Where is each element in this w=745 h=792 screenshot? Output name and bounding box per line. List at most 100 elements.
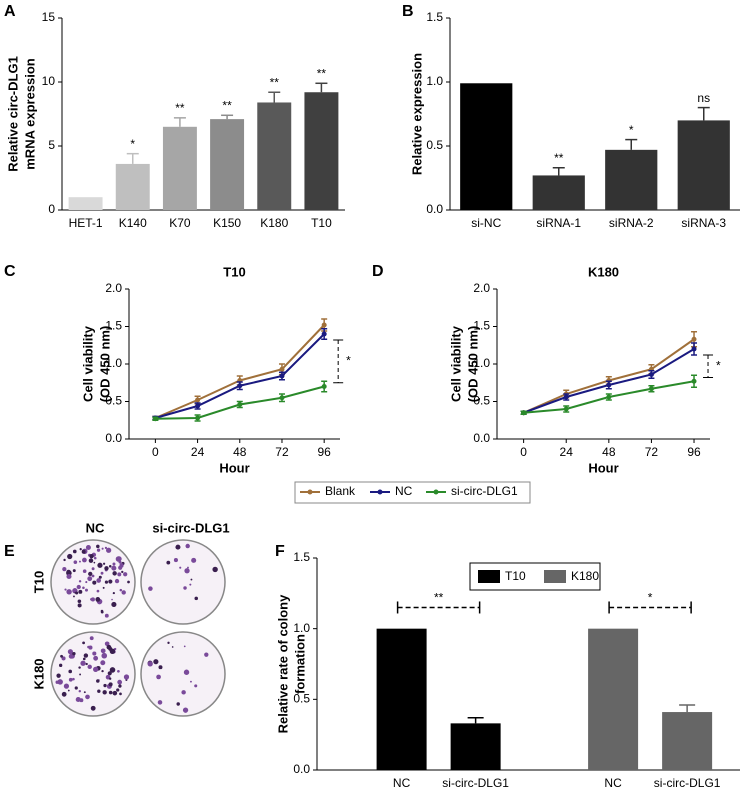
colony — [114, 578, 120, 584]
panel-label: C — [4, 263, 16, 280]
x-tick-label: NC — [604, 776, 622, 790]
bar — [532, 175, 585, 210]
y-tick-label: 15 — [42, 10, 56, 24]
panel-label: D — [372, 263, 384, 280]
y-tick-label: 1.0 — [105, 356, 122, 370]
y-axis-label: Relative circ-DLG1 — [5, 56, 20, 172]
y-tick-label: 0.5 — [426, 138, 443, 152]
colony — [82, 657, 86, 661]
legend-label: Blank — [325, 484, 356, 498]
colony — [74, 686, 78, 690]
error-bar — [648, 370, 655, 379]
colony — [72, 677, 75, 681]
colony — [90, 705, 96, 711]
colony — [112, 571, 117, 576]
colony — [92, 580, 97, 585]
colony — [117, 572, 122, 577]
colony — [189, 583, 192, 586]
legend-label: si-circ-DLG1 — [451, 484, 518, 498]
colony — [87, 664, 92, 670]
colony — [78, 690, 81, 693]
bar — [588, 628, 639, 770]
x-tick-label: 0 — [152, 445, 159, 459]
y-axis-label: Cell viability — [80, 325, 95, 402]
error-bar — [315, 82, 328, 93]
x-tick-label: 96 — [317, 445, 331, 459]
colony — [100, 648, 106, 654]
colony — [108, 579, 113, 584]
column-label: NC — [86, 520, 105, 535]
x-tick-label: 96 — [687, 445, 701, 459]
colony — [89, 636, 94, 641]
colony — [119, 692, 122, 696]
colony — [127, 580, 130, 584]
error-bar — [321, 380, 328, 393]
colony — [68, 677, 73, 682]
significance-label: * — [648, 591, 653, 605]
colony — [183, 645, 186, 648]
x-tick-label: 72 — [275, 445, 289, 459]
x-tick-label: T10 — [311, 216, 332, 230]
colony — [82, 569, 87, 574]
legend-marker — [307, 489, 313, 495]
bar — [115, 163, 150, 210]
error-bar — [278, 371, 285, 381]
colony — [156, 674, 161, 680]
colony — [100, 571, 104, 575]
colony — [191, 557, 197, 563]
colony — [121, 590, 126, 595]
colony — [106, 547, 112, 553]
y-tick-label: 0 — [48, 202, 55, 216]
colony — [76, 584, 81, 590]
colony — [194, 596, 199, 601]
bar — [376, 628, 427, 770]
x-tick-label: si-circ-DLG1 — [442, 776, 509, 790]
colony — [112, 591, 115, 595]
colony — [106, 644, 112, 650]
colony — [62, 566, 67, 572]
colony — [102, 586, 105, 589]
error-bar — [194, 402, 201, 410]
x-tick-label: 0 — [520, 445, 527, 459]
significance-label: ** — [554, 151, 564, 165]
colony — [116, 688, 120, 692]
colony — [78, 666, 81, 669]
colony — [101, 669, 104, 673]
colony — [115, 556, 122, 562]
chart-title: K180 — [588, 264, 619, 279]
colony — [82, 641, 85, 645]
x-axis-label: Hour — [219, 460, 249, 475]
colony — [103, 683, 107, 688]
colony — [93, 666, 99, 673]
colony — [91, 567, 95, 571]
error-bar — [236, 400, 243, 409]
bar — [677, 120, 730, 210]
colony — [66, 573, 72, 580]
error-bar — [563, 393, 570, 401]
colony — [123, 674, 130, 680]
error-bar — [221, 114, 234, 120]
colony — [98, 575, 102, 579]
colony — [118, 684, 122, 688]
colony — [73, 560, 78, 564]
colony — [184, 568, 190, 574]
significance-label: * — [716, 358, 721, 372]
error-bar — [697, 106, 710, 121]
significance-label: ** — [222, 98, 232, 112]
x-tick-label: siRNA-1 — [536, 216, 581, 230]
colony — [181, 690, 186, 695]
colony — [117, 679, 123, 685]
x-tick-label: K70 — [169, 216, 191, 230]
error-bar — [605, 393, 612, 401]
colony — [77, 603, 82, 608]
significance-label: ** — [434, 591, 444, 605]
y-tick-label: 1.5 — [473, 319, 490, 333]
y-tick-label: 0.0 — [426, 202, 443, 216]
y-axis-label: Relative rate of colony — [275, 594, 290, 733]
error-bar — [605, 380, 612, 390]
colony — [77, 599, 82, 604]
significance-label: ** — [175, 101, 185, 115]
colony — [158, 665, 163, 670]
colony — [119, 588, 123, 592]
